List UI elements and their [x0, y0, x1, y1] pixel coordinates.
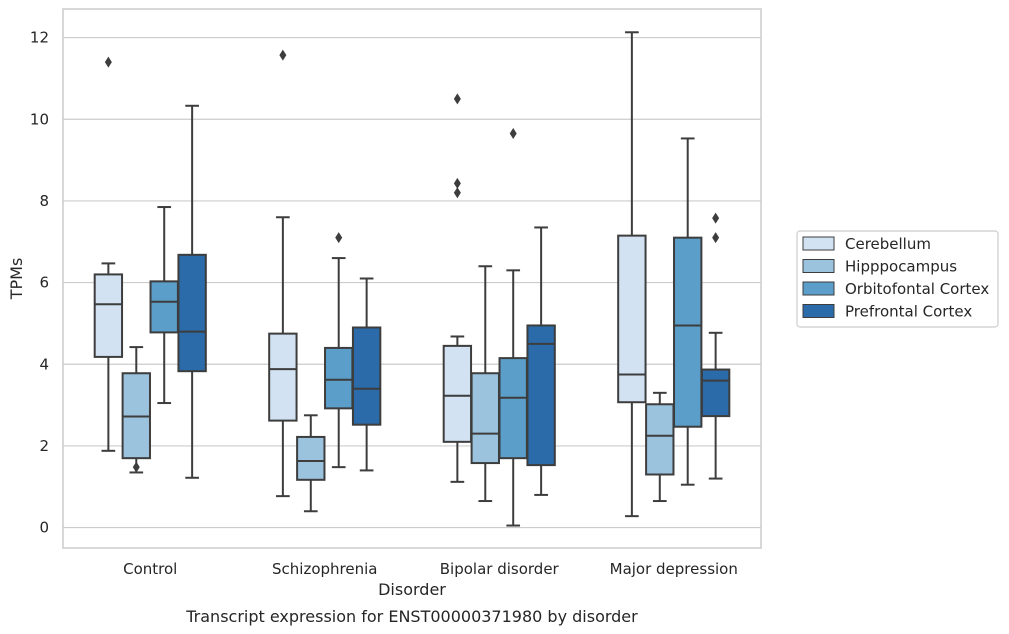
- box-iqr: [645, 403, 675, 476]
- box-3-3: [700, 212, 731, 480]
- box-0-2: [149, 206, 179, 405]
- outlier-point: [104, 56, 112, 68]
- boxes: [93, 31, 731, 527]
- legend-label: Hipppocampus: [845, 258, 957, 276]
- box-iqr: [324, 346, 354, 410]
- legend-label: Cerebellum: [845, 235, 931, 253]
- box-iqr: [296, 435, 326, 481]
- x-axis-label: Disorder: [378, 580, 446, 599]
- box-2-1: [470, 265, 500, 503]
- y-tick-label: 10: [30, 110, 49, 128]
- box-iqr: [177, 253, 207, 373]
- x-tick-label: Bipolar disorder: [440, 560, 560, 578]
- box-3-2: [673, 137, 703, 486]
- box-iqr: [526, 324, 556, 467]
- x-tick-label: Major depression: [610, 560, 738, 578]
- box-iqr: [149, 280, 179, 334]
- box-iqr: [700, 368, 731, 418]
- outlier-point: [509, 128, 517, 140]
- y-tick-label: 6: [39, 274, 49, 292]
- outlier-point: [453, 177, 461, 189]
- box-2-2: [498, 128, 528, 527]
- y-tick-label: 12: [30, 29, 49, 47]
- legend-swatch: [802, 259, 835, 273]
- outlier-point: [453, 187, 461, 199]
- box-3-0: [617, 31, 647, 518]
- plot-frame: [62, 8, 762, 549]
- y-tick-label: 2: [39, 437, 49, 455]
- legend-swatch: [802, 304, 835, 318]
- box-0-1: [121, 346, 151, 474]
- x-tick-label: Control: [123, 560, 177, 578]
- outlier-point: [712, 232, 720, 244]
- box-iqr: [442, 344, 473, 443]
- box-iqr: [617, 234, 647, 404]
- box-iqr: [470, 372, 500, 465]
- chart-caption: Transcript expression for ENST0000037198…: [185, 607, 638, 626]
- box-1-2: [324, 232, 354, 469]
- box-1-0: [268, 49, 298, 498]
- box-0-0: [93, 56, 124, 452]
- box-iqr: [673, 236, 703, 428]
- x-tick-labels: Control Schizophrenia Bipolar disorder Majo…: [123, 560, 738, 578]
- outlier-point: [712, 212, 720, 224]
- x-tick-label: Schizophrenia: [272, 560, 377, 578]
- outlier-point: [453, 93, 461, 105]
- legend-swatch: [802, 236, 835, 251]
- box-iqr: [268, 332, 298, 422]
- box-iqr: [351, 326, 382, 426]
- y-tick-label: 0: [39, 519, 49, 537]
- box-2-0: [442, 93, 473, 483]
- box-2-3: [526, 226, 556, 496]
- box-iqr: [93, 273, 124, 358]
- box-0-3: [177, 104, 207, 479]
- legend-label: Prefrontal Cortex: [845, 303, 972, 321]
- box-3-1: [645, 391, 675, 503]
- legend-box: [796, 230, 999, 328]
- box-1-3: [351, 277, 382, 472]
- box-1-1: [296, 414, 326, 513]
- legend-swatch: [802, 281, 835, 296]
- box-iqr: [498, 357, 528, 460]
- outlier-point: [132, 461, 140, 473]
- y-tick-label: 4: [39, 355, 49, 373]
- y-tick-labels: 0 2 4 6 8 10 12: [30, 29, 49, 537]
- y-axis-label: TPMs: [7, 258, 26, 301]
- outlier-point: [279, 49, 287, 61]
- legend: Cerebellum Hipppocampus Orbitofontal Corte…: [796, 230, 999, 328]
- outlier-point: [335, 232, 343, 244]
- legend-label: Orbitofontal Cortex: [845, 280, 989, 298]
- y-tick-label: 8: [39, 192, 49, 210]
